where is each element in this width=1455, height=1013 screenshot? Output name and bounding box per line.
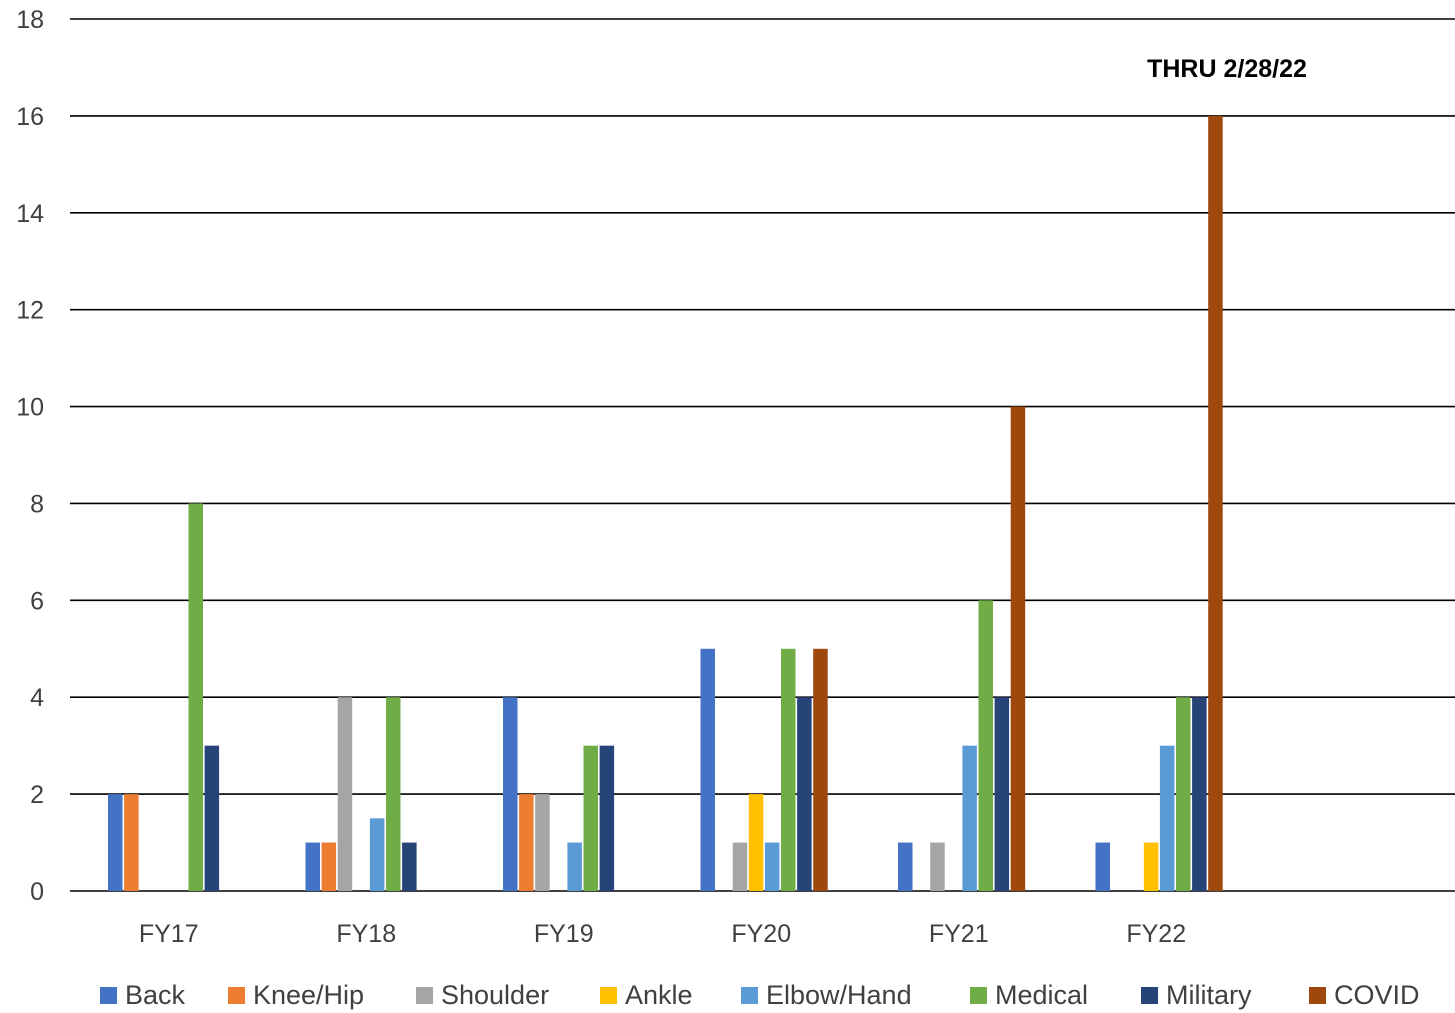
x-tick-label: FY18 xyxy=(336,920,396,948)
bar-fy21-shoulder xyxy=(930,842,945,891)
bar-fy18-knee-hip xyxy=(321,842,337,891)
legend-swatch xyxy=(1309,987,1326,1004)
legend-label: Shoulder xyxy=(441,980,549,1010)
bar-fy17-military xyxy=(204,745,220,891)
x-tick-label: FY21 xyxy=(929,920,989,948)
bar-fy20-ankle xyxy=(748,794,764,891)
bar-fy20-medical xyxy=(781,648,796,891)
y-tick-label: 16 xyxy=(16,103,44,131)
x-tick-label: FY17 xyxy=(139,920,199,948)
grid-lines xyxy=(70,18,1455,892)
bar-fy22-military xyxy=(1192,697,1207,891)
y-tick-label: 6 xyxy=(30,587,44,615)
bar-fy22-medical xyxy=(1176,697,1191,891)
legend-swatch xyxy=(741,987,758,1004)
bar-fy22-ankle xyxy=(1143,842,1159,891)
bar-fy20-elbow-hand xyxy=(764,842,780,891)
y-tick-label: 8 xyxy=(30,490,44,518)
y-tick-label: 4 xyxy=(30,684,44,712)
bar-fy21-elbow-hand xyxy=(962,745,977,891)
bar-fy17-medical xyxy=(188,503,203,891)
y-tick-label: 10 xyxy=(16,394,44,422)
legend-label: Knee/Hip xyxy=(253,980,364,1010)
bar-fy20-military xyxy=(797,697,812,891)
y-tick-label: 0 xyxy=(30,878,44,906)
legend-swatch xyxy=(228,987,245,1004)
legend: Back Knee/Hip Shoulder Ankle Elbow/Hand Medic… xyxy=(100,980,1420,1010)
bar-fy19-shoulder xyxy=(535,794,550,891)
y-tick-label: 14 xyxy=(16,200,44,228)
chart-annotation: THRU 2/28/22 xyxy=(1147,55,1307,83)
bar-fy19-knee-hip xyxy=(519,794,534,891)
legend-label: Back xyxy=(125,980,186,1010)
x-tick-label: FY19 xyxy=(534,920,594,948)
bar-fy22-covid xyxy=(1208,115,1223,891)
legend-swatch xyxy=(100,987,117,1004)
bar-fy21-military xyxy=(994,697,1010,891)
bar-fy20-covid xyxy=(813,648,828,891)
bar-fy20-shoulder xyxy=(732,842,748,891)
bar-fy22-back xyxy=(1095,842,1110,891)
legend-swatch xyxy=(600,987,617,1004)
bar-fy18-elbow-hand xyxy=(369,818,385,891)
bar-fy21-covid xyxy=(1010,406,1026,891)
bar-fy17-knee-hip xyxy=(124,794,139,891)
bar-fy18-back xyxy=(305,842,320,891)
bar-fy18-shoulder xyxy=(337,697,353,891)
x-axis-ticks: FY17 FY18 FY19 FY20 FY21 FY22 xyxy=(139,920,1186,948)
legend-label: Elbow/Hand xyxy=(766,980,912,1010)
y-tick-label: 12 xyxy=(16,297,44,325)
bar-fy22-elbow-hand xyxy=(1159,745,1175,891)
legend-swatch xyxy=(970,987,987,1004)
legend-label: Medical xyxy=(995,980,1088,1010)
bar-fy21-medical xyxy=(978,600,993,891)
legend-swatch xyxy=(1141,987,1158,1004)
y-axis-ticks: 0 2 4 6 8 10 12 14 16 18 xyxy=(16,6,44,906)
bar-fy19-back xyxy=(503,697,518,891)
bar-fy21-back xyxy=(898,842,913,891)
legend-label: Ankle xyxy=(625,980,693,1010)
bars xyxy=(108,115,1223,891)
bar-fy19-elbow-hand xyxy=(567,842,582,891)
bar-fy19-medical xyxy=(583,745,598,891)
x-tick-label: FY22 xyxy=(1126,920,1186,948)
bar-fy20-back xyxy=(700,648,715,891)
bar-fy17-back xyxy=(108,794,123,891)
legend-swatch xyxy=(416,987,433,1004)
y-tick-label: 2 xyxy=(30,781,44,809)
y-tick-label: 18 xyxy=(16,6,44,34)
legend-label: COVID xyxy=(1334,980,1420,1010)
bar-fy18-military xyxy=(402,842,417,891)
x-tick-label: FY20 xyxy=(731,920,791,948)
bar-fy19-military xyxy=(599,745,615,891)
bar-fy18-medical xyxy=(386,697,401,891)
legend-label: Military xyxy=(1166,980,1252,1010)
